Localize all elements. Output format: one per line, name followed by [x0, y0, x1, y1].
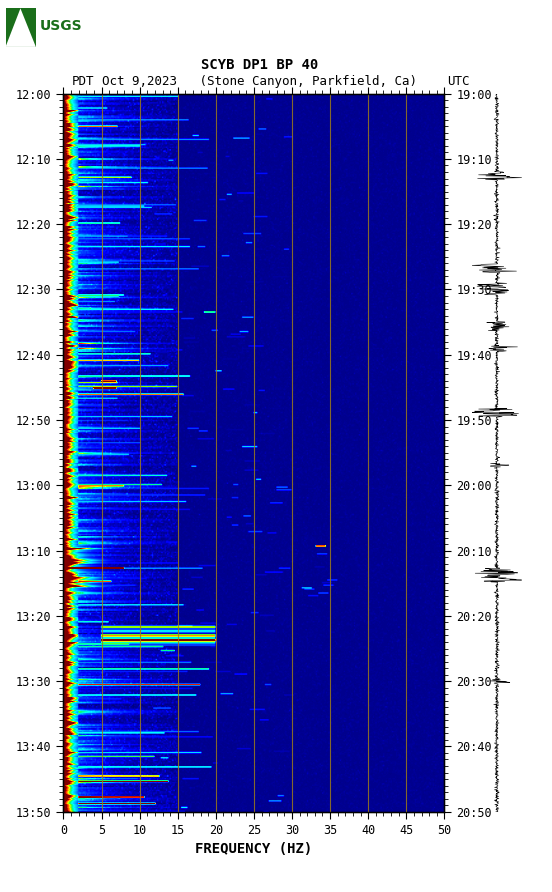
X-axis label: FREQUENCY (HZ): FREQUENCY (HZ) — [195, 842, 312, 856]
Text: PDT: PDT — [72, 75, 94, 87]
Text: Oct 9,2023   (Stone Canyon, Parkfield, Ca): Oct 9,2023 (Stone Canyon, Parkfield, Ca) — [102, 75, 417, 87]
Text: UTC: UTC — [447, 75, 470, 87]
Polygon shape — [6, 8, 36, 47]
FancyBboxPatch shape — [6, 8, 36, 47]
Text: SCYB DP1 BP 40: SCYB DP1 BP 40 — [201, 58, 318, 72]
Text: USGS: USGS — [40, 19, 82, 32]
